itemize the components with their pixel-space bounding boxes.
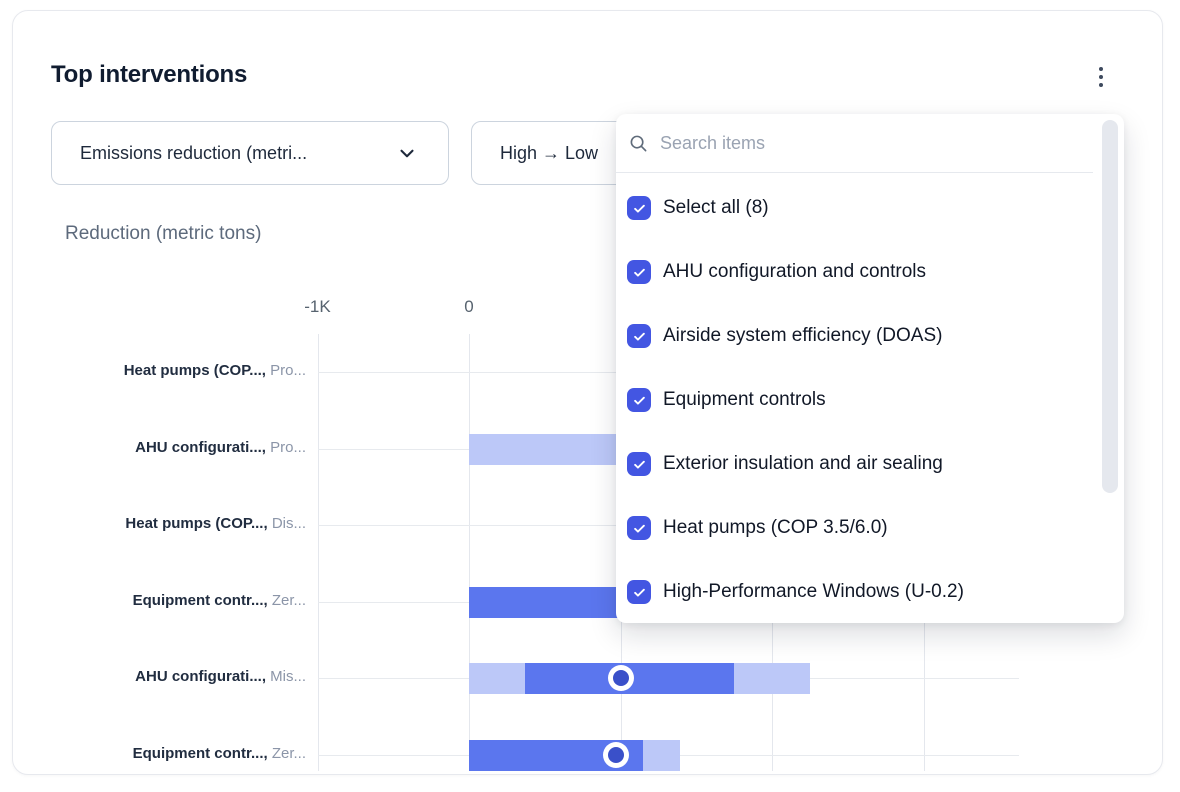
filter-item-label: AHU configuration and controls bbox=[663, 261, 926, 282]
filter-item-label: Select all (8) bbox=[663, 197, 769, 218]
filter-dropdown-panel: Select all (8) AHU configuration and cont… bbox=[616, 114, 1124, 623]
filter-item-label: Heat pumps (COP 3.5/6.0) bbox=[663, 517, 888, 538]
checkbox-checked[interactable] bbox=[627, 516, 651, 540]
filter-item-list: Select all (8) AHU configuration and cont… bbox=[616, 176, 1124, 624]
checkbox-checked[interactable] bbox=[627, 324, 651, 348]
row-label-scenario: Zer... bbox=[267, 592, 306, 609]
row-label-scenario: Dis... bbox=[267, 515, 306, 532]
axis-tick-label: 0 bbox=[464, 297, 474, 316]
kebab-dot bbox=[1099, 75, 1103, 79]
grid-line-vertical bbox=[469, 334, 470, 771]
row-label-scenario: Zer... bbox=[267, 745, 306, 762]
filter-item[interactable]: Heat pumps (COP 3.5/6.0) bbox=[616, 496, 1124, 560]
row-label-intervention: AHU configurati..., bbox=[135, 439, 266, 456]
filter-item[interactable]: Equipment controls bbox=[616, 368, 1124, 432]
checkbox-checked[interactable] bbox=[627, 580, 651, 604]
checkbox-checked[interactable] bbox=[627, 452, 651, 476]
row-label-intervention: Equipment contr..., bbox=[132, 745, 268, 762]
scrollbar-thumb[interactable] bbox=[1102, 120, 1118, 493]
filter-item[interactable]: Exterior insulation and air sealing bbox=[616, 432, 1124, 496]
sort-dropdown-value: High → Low bbox=[500, 142, 599, 163]
row-label-scenario: Mis... bbox=[266, 668, 306, 685]
metric-dropdown[interactable]: Emissions reduction (metri... bbox=[51, 121, 449, 185]
chart-row-label: Heat pumps (COP..., Dis... bbox=[41, 515, 306, 535]
checkbox-checked[interactable] bbox=[627, 260, 651, 284]
chart-row-label: AHU configurati..., Pro... bbox=[41, 439, 306, 459]
row-label-scenario: Pro... bbox=[265, 439, 306, 456]
checkbox-checked[interactable] bbox=[627, 196, 651, 220]
bar-marker-dot bbox=[607, 747, 624, 763]
filter-item-label: High-Performance Windows (U-0.2) bbox=[663, 581, 964, 602]
chart-row-label: AHU configurati..., Mis... bbox=[41, 668, 306, 688]
filter-item-label: Exterior insulation and air sealing bbox=[663, 453, 943, 474]
filter-item[interactable]: High-Performance Windows (U-0.2) bbox=[616, 560, 1124, 624]
axis-tick-label: -1K bbox=[304, 297, 331, 316]
more-options-button[interactable] bbox=[1085, 59, 1117, 95]
chart-axis-title: Reduction (metric tons) bbox=[65, 223, 262, 244]
bar-marker-dot bbox=[612, 670, 629, 686]
bar-segment[interactable] bbox=[469, 433, 644, 465]
row-label-intervention: Equipment contr..., bbox=[132, 592, 268, 609]
filter-item-select-all[interactable]: Select all (8) bbox=[616, 176, 1124, 240]
bar-segment[interactable] bbox=[643, 739, 680, 771]
row-label-scenario: Pro... bbox=[265, 362, 306, 379]
checkbox-checked[interactable] bbox=[627, 388, 651, 412]
filter-item-label: Equipment controls bbox=[663, 389, 826, 410]
bar-segment[interactable] bbox=[469, 662, 526, 694]
bar-segment[interactable] bbox=[469, 586, 644, 618]
chart-row-label: Equipment contr..., Zer... bbox=[41, 592, 306, 612]
chart-row-label: Heat pumps (COP..., Pro... bbox=[41, 362, 306, 382]
row-label-intervention: AHU configurati..., bbox=[135, 668, 266, 685]
search-icon bbox=[629, 134, 648, 158]
filter-item[interactable]: Airside system efficiency (DOAS) bbox=[616, 304, 1124, 368]
row-label-intervention: Heat pumps (COP..., bbox=[125, 515, 268, 532]
row-label-intervention: Heat pumps (COP..., bbox=[123, 362, 266, 379]
search-input[interactable] bbox=[660, 126, 1050, 160]
top-interventions-card: Top interventions Emissions reduction (m… bbox=[12, 10, 1163, 775]
metric-dropdown-value: Emissions reduction (metri... bbox=[80, 142, 308, 163]
search-row bbox=[616, 114, 1124, 172]
bar-segment[interactable] bbox=[734, 662, 810, 694]
grid-line-vertical bbox=[317, 334, 319, 771]
filter-item-label: Airside system efficiency (DOAS) bbox=[663, 325, 943, 346]
divider bbox=[616, 172, 1093, 173]
kebab-dot bbox=[1099, 67, 1103, 71]
bar-marker[interactable] bbox=[602, 742, 629, 768]
page-title: Top interventions bbox=[51, 61, 248, 88]
chevron-down-icon bbox=[396, 142, 418, 164]
kebab-dot bbox=[1099, 83, 1103, 87]
filter-item[interactable]: AHU configuration and controls bbox=[616, 240, 1124, 304]
chart-row-label: Equipment contr..., Zer... bbox=[41, 745, 306, 765]
bar-marker[interactable] bbox=[607, 665, 634, 691]
